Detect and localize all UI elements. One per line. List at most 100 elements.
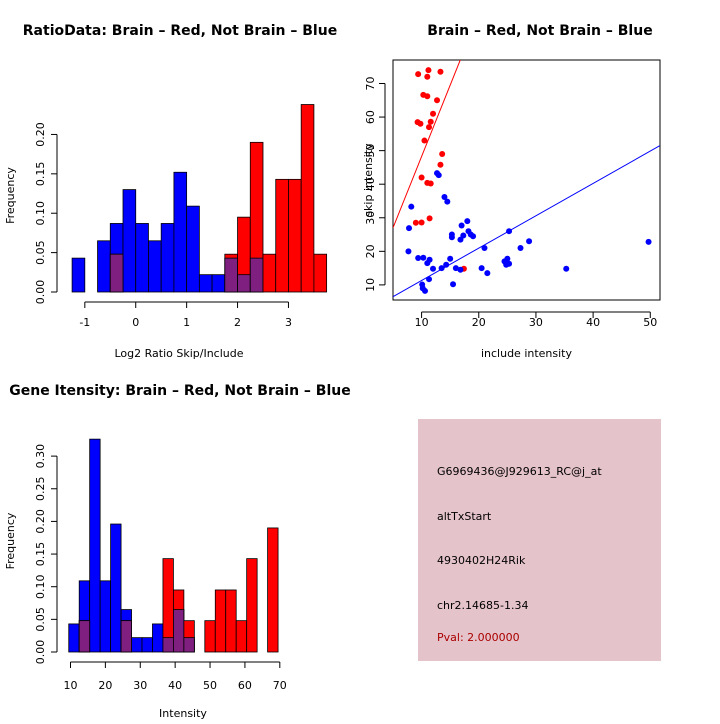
point-brain	[421, 137, 428, 144]
x-tick-label: 40	[586, 316, 600, 329]
bar-not-brain	[99, 580, 112, 653]
bar-brain	[275, 178, 289, 293]
bar-overlap	[120, 620, 132, 653]
y-tick-label: 20	[364, 244, 377, 258]
point-brain	[439, 150, 446, 157]
point-not-brain	[422, 287, 429, 294]
bar-brain	[204, 620, 216, 653]
y-tick-label: 0.15	[34, 162, 47, 187]
x-tick-label: 2	[234, 316, 241, 329]
info-panel: G6969436@J929613_RC@j_at altTxStart 4930…	[418, 419, 661, 661]
brain-fit-line	[393, 60, 461, 229]
bar-brain	[288, 178, 302, 293]
probe-id-text: G6969436@J929613_RC@j_at	[437, 465, 602, 478]
bar-not-brain	[152, 623, 164, 653]
bar-overlap	[109, 253, 124, 293]
point-brain	[424, 73, 431, 80]
point-not-brain	[458, 222, 465, 229]
y-tick-label: 60	[364, 110, 377, 124]
point-brain	[418, 219, 425, 226]
x-tick-label: 50	[203, 679, 217, 692]
pval-text: Pval: 2.000000	[437, 631, 520, 644]
gene-name-text: 4930402H24Rik	[437, 554, 526, 567]
y-tick-label: 0.30	[34, 444, 47, 469]
chart-title: Brain – Red, Not Brain – Blue	[427, 23, 652, 39]
chart-title: Gene Itensity: Brain – Red, Not Brain – …	[9, 383, 351, 399]
x-tick-label: 3	[285, 316, 292, 329]
bar-not-brain	[148, 240, 162, 293]
bar-brain	[246, 558, 258, 653]
point-not-brain	[645, 238, 652, 245]
y-tick-label: 0.10	[34, 574, 47, 599]
bar-not-brain	[160, 223, 175, 293]
bar-overlap	[78, 620, 91, 653]
y-tick-label: 0.10	[34, 201, 47, 226]
y-tick-label: 10	[364, 278, 377, 292]
bar-not-brain	[198, 274, 213, 293]
x-tick-label: 70	[273, 679, 287, 692]
x-tick-label: 60	[238, 679, 252, 692]
bar-not-brain	[110, 523, 122, 653]
point-brain	[427, 118, 434, 125]
y-tick-label: 0.00	[34, 280, 47, 305]
point-not-brain	[526, 238, 533, 245]
x-tick-label: -1	[79, 316, 90, 329]
bar-overlap	[224, 257, 238, 293]
point-not-brain	[448, 234, 455, 241]
y-tick-label: 0.00	[34, 640, 47, 665]
y-tick-label: 0.15	[34, 542, 47, 567]
x-axis-label: Intensity	[159, 707, 207, 720]
point-not-brain	[563, 265, 570, 272]
point-brain	[418, 174, 425, 181]
bar-overlap	[162, 637, 174, 653]
point-not-brain	[517, 244, 524, 251]
bar-not-brain	[211, 274, 226, 293]
y-axis-label: Frequency	[4, 167, 17, 224]
point-not-brain	[441, 193, 448, 200]
chart-title: RatioData: Brain – Red, Not Brain – Blue	[23, 23, 337, 39]
x-tick-label: 10	[63, 679, 77, 692]
plot-frame	[392, 59, 661, 301]
point-brain	[427, 180, 434, 187]
point-not-brain	[504, 255, 511, 262]
point-brain	[424, 93, 431, 100]
point-not-brain	[424, 260, 431, 267]
point-not-brain	[460, 232, 467, 239]
point-not-brain	[470, 233, 477, 240]
bar-brain	[225, 589, 237, 653]
point-not-brain	[447, 255, 454, 262]
bar-not-brain	[68, 623, 80, 653]
bar-brain	[300, 104, 315, 293]
point-brain	[425, 67, 432, 74]
point-not-brain	[457, 266, 464, 273]
y-tick-label: 0.05	[34, 240, 47, 265]
point-brain	[437, 161, 444, 168]
bar-not-brain	[71, 257, 86, 293]
x-axis-label: include intensity	[481, 347, 573, 360]
y-tick-label: 0.05	[34, 607, 47, 632]
bar-overlap	[173, 609, 185, 653]
bar-brain	[267, 527, 279, 653]
point-not-brain	[444, 198, 451, 205]
bar-brain	[262, 253, 277, 293]
bar-brain	[313, 253, 328, 293]
y-tick-label: 70	[364, 76, 377, 90]
point-not-brain	[426, 276, 433, 283]
bar-not-brain	[141, 637, 153, 653]
bar-not-brain	[131, 637, 143, 653]
point-not-brain	[506, 228, 513, 235]
point-not-brain	[484, 270, 491, 277]
point-not-brain	[406, 225, 413, 232]
bar-not-brain	[173, 171, 188, 293]
location-text: chr2.14685-1.34	[437, 599, 529, 612]
point-brain	[430, 110, 437, 117]
x-tick-label: 20	[98, 679, 112, 692]
point-not-brain	[420, 254, 427, 261]
bar-brain	[235, 620, 248, 653]
point-not-brain	[478, 265, 485, 272]
y-tick-label: 0.20	[34, 509, 47, 534]
point-brain	[437, 68, 444, 75]
point-brain	[415, 71, 422, 78]
